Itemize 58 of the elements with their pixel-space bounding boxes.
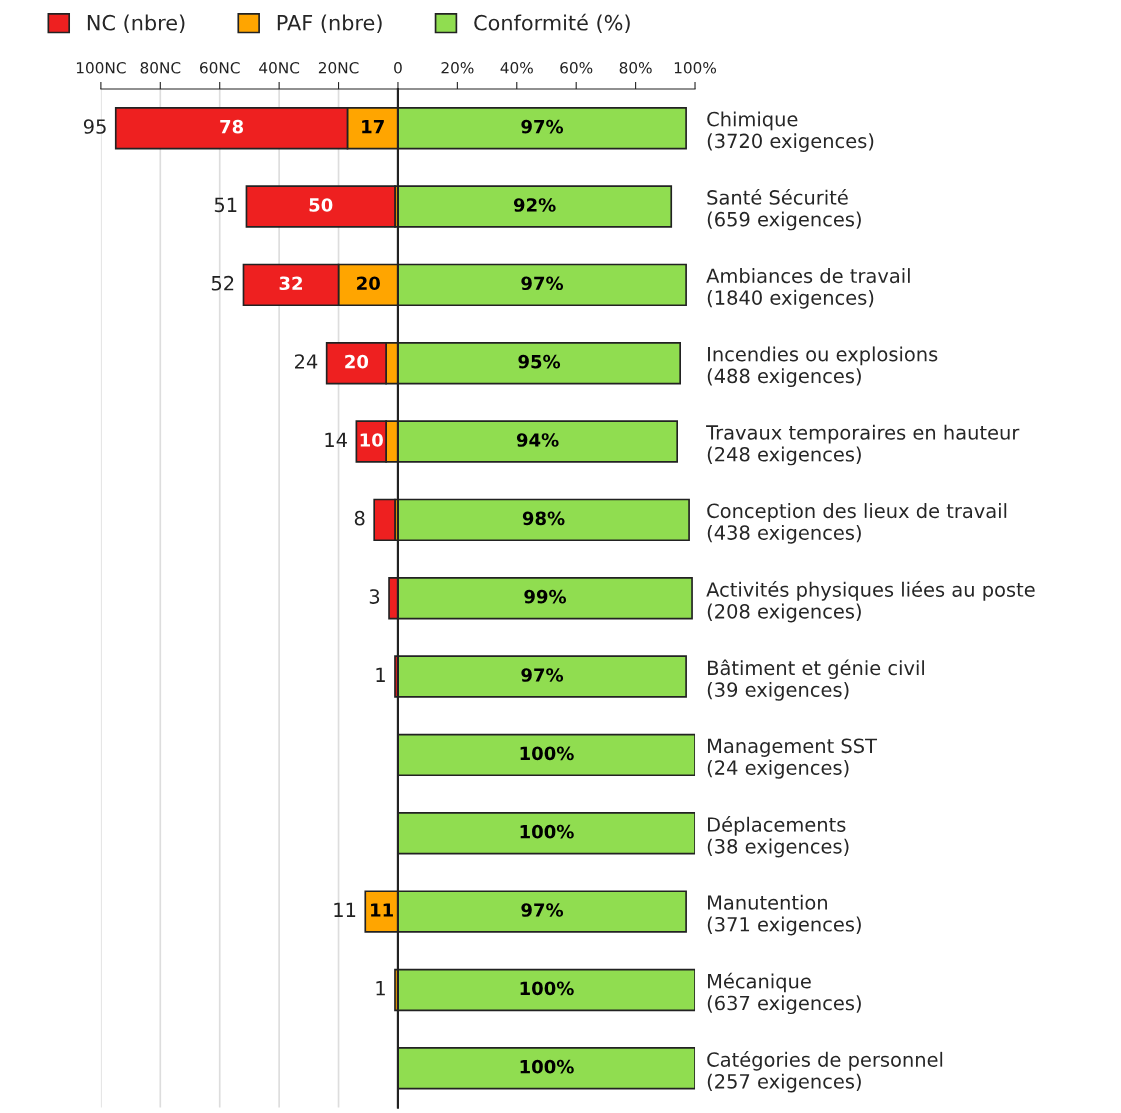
data-label: 97% [521, 903, 564, 917]
y-tick-label: Mécanique (637 exigences) [707, 972, 861, 1015]
y-tick-label: Santé Sécurité (659 exigences) [707, 188, 861, 231]
x-tick-label: 80% [619, 62, 652, 74]
data-label: 97% [521, 276, 564, 291]
data-label: 100% [520, 746, 574, 761]
total-label: 1 [376, 667, 385, 682]
legend-label: PAF (nbre) [277, 14, 382, 34]
x-tick-label: 60% [560, 62, 593, 74]
y-tick-label: Manutention (371 exigences) [707, 894, 861, 936]
data-label: 20 [357, 276, 380, 291]
y-tick-label: Management SST (24 exigences) [707, 738, 878, 779]
data-label: 100% [520, 981, 574, 996]
data-label: 100% [520, 1059, 574, 1074]
y-tick-label: Conception des lieux de travail (438 exigences) [707, 503, 1007, 544]
data-label: 100% [520, 824, 574, 839]
legend-label: Conformité (%) [474, 13, 630, 34]
total-label: 14 [325, 432, 347, 447]
total-label: 52 [211, 275, 234, 291]
data-label: 17 [362, 120, 384, 134]
y-tick-label: Ambiances de travail (1840 exigences) [706, 268, 910, 309]
total-label: 1 [376, 981, 385, 996]
legend-label: NC (nbre) [87, 14, 185, 34]
y-tick-label: Catégories de personnel (257 exigences) [707, 1051, 943, 1093]
x-tick-label: 20% [441, 62, 474, 74]
x-tick-label: 20NC [318, 62, 359, 74]
x-tick-label: 40% [500, 62, 533, 74]
data-label: 32 [279, 276, 303, 291]
data-label: 98% [522, 511, 565, 526]
total-label: 95 [83, 119, 106, 134]
y-tick-label: Incendies ou explosions (488 exigences) [707, 346, 938, 388]
data-label: 11 [371, 903, 393, 917]
data-label: 50 [309, 198, 333, 212]
x-tick-label: 60NC [200, 62, 240, 74]
y-tick-label: Travaux temporaires en hauteur (248 exigences) [706, 424, 1020, 466]
y-tick-label: Chimique (3720 exigences) [707, 111, 874, 152]
data-label: 95% [518, 354, 561, 369]
data-label: 97% [521, 119, 564, 134]
x-tick-label: 80NC [140, 62, 181, 74]
total-label: 3 [369, 589, 380, 604]
data-label: 99% [524, 589, 567, 604]
data-label: 97% [521, 668, 564, 682]
total-label: 51 [214, 197, 237, 213]
data-label: 94% [516, 433, 559, 447]
x-tick-label: 100% [674, 62, 717, 74]
total-label: 11 [334, 902, 356, 917]
data-label: 20 [345, 354, 369, 369]
data-label: 92% [513, 198, 556, 212]
data-label: 10 [360, 433, 383, 447]
y-tick-label: Déplacements (38 exigences) [707, 816, 849, 858]
x-tick-label: 0 [394, 62, 402, 74]
y-tick-label: Activités physiques liées au poste (208 exigences) [706, 581, 1035, 623]
data-label: 78 [220, 119, 244, 134]
total-label: 8 [354, 510, 365, 526]
y-tick-label: Bâtiment et génie civil (39 exigences) [707, 659, 924, 701]
x-tick-label: 40NC [259, 62, 300, 74]
total-label: 24 [295, 354, 318, 369]
x-tick-label: 100NC [76, 62, 126, 74]
